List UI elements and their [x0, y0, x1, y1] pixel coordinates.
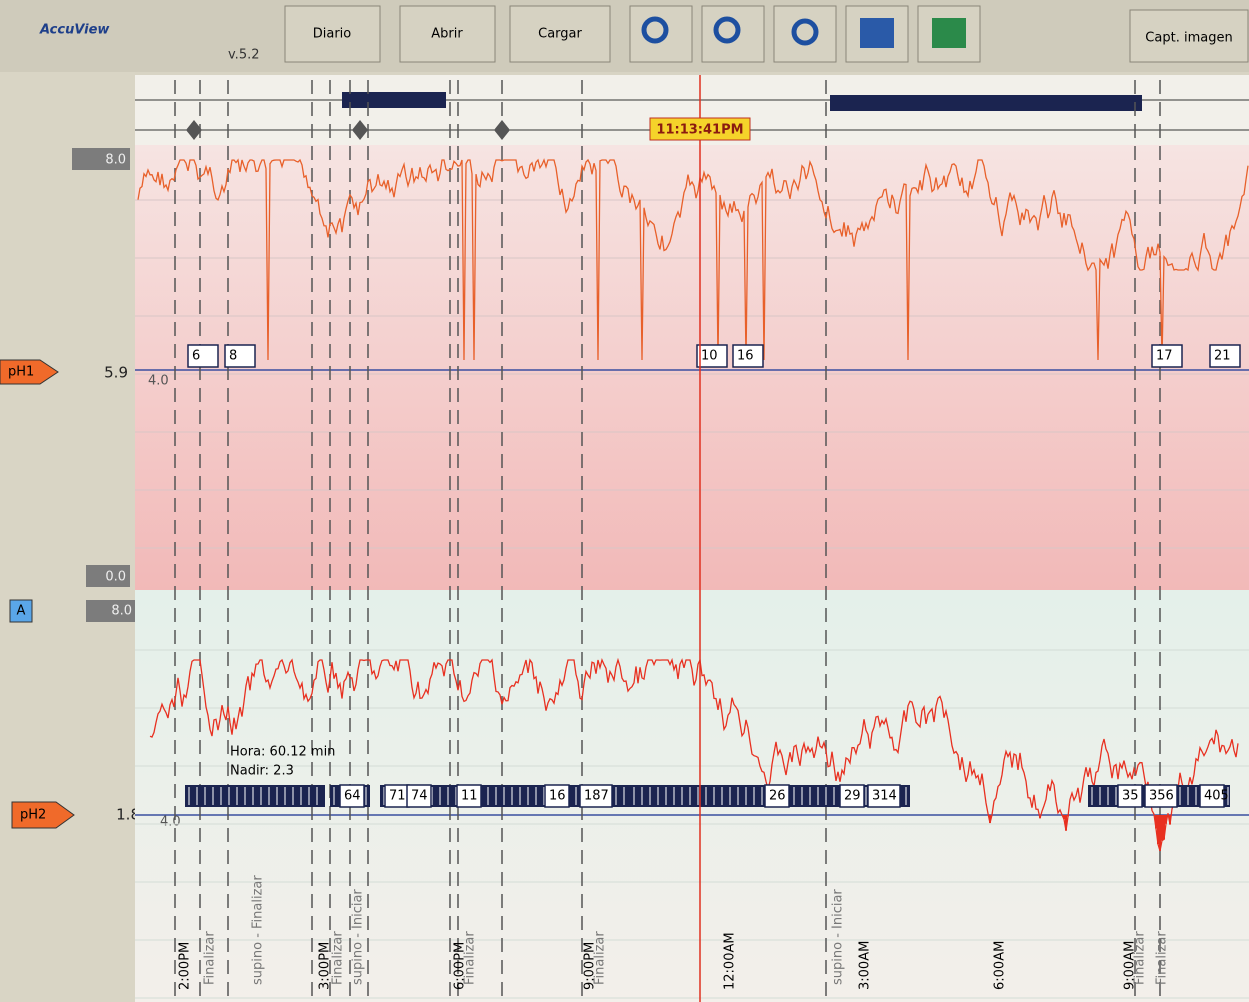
- time-label: 12:00AM: [723, 932, 738, 990]
- info: Nadir: 2.3: [230, 764, 294, 779]
- marker-label: Finalizar: [593, 931, 608, 985]
- threshold-label: 4.0: [160, 815, 181, 830]
- event-label: 21: [1214, 349, 1231, 364]
- event-label: 10: [701, 349, 718, 364]
- ph2-label: pH2: [20, 808, 46, 823]
- ph1-max: 8.0: [105, 153, 126, 168]
- button-label[interactable]: Cargar: [538, 27, 582, 42]
- ph1-current: 5.9: [104, 364, 128, 382]
- event-label: 35: [1122, 789, 1139, 804]
- event-label: 74: [411, 789, 428, 804]
- event-label: 29: [844, 789, 861, 804]
- event-label: 356: [1149, 789, 1174, 804]
- period-bar: [342, 92, 446, 108]
- button-label[interactable]: Abrir: [431, 27, 463, 42]
- event-label: 314: [872, 789, 897, 804]
- event-band: [185, 785, 325, 807]
- event-label: 11: [461, 789, 478, 804]
- zoom-in[interactable]: [630, 6, 692, 62]
- marker-label: Finalizar: [1155, 931, 1170, 985]
- screen: AccuView v.5.2 Diario Abrir Cargar Capt.…: [0, 0, 1249, 1002]
- time-label: 3:00AM: [858, 941, 873, 990]
- event-label: 71: [389, 789, 406, 804]
- marker-label: supino - Iniciar: [351, 889, 366, 985]
- button-label[interactable]: Diario: [313, 27, 352, 42]
- ph1-min: 0.0: [105, 570, 126, 585]
- event-label: 8: [229, 349, 237, 364]
- button-label[interactable]: Capt. imagen: [1145, 31, 1232, 46]
- event-label: 187: [584, 789, 609, 804]
- ph1-plot: [135, 145, 1249, 590]
- info: Hora: 60.12 min: [230, 745, 335, 760]
- marker-label: Finalizar: [331, 931, 346, 985]
- event-label: 405: [1204, 789, 1229, 804]
- marker-label: supino - Iniciar: [831, 889, 846, 985]
- event-label: 26: [769, 789, 786, 804]
- channel-label[interactable]: A: [17, 604, 26, 619]
- page: AccuView v.5.2 Diario Abrir Cargar Capt.…: [0, 0, 1249, 1002]
- event-label: 17: [1156, 349, 1173, 364]
- version: v.5.2: [228, 48, 260, 63]
- time-label: 6:00AM: [993, 941, 1008, 990]
- marker-label: Finalizar: [203, 931, 218, 985]
- toolbar: [0, 0, 1249, 72]
- event-label: 64: [344, 789, 361, 804]
- zoom-fit[interactable]: [774, 6, 836, 62]
- ph2-max: 8.0: [111, 604, 132, 619]
- marker-label: Finalizar: [1133, 931, 1148, 985]
- event-label: 16: [737, 349, 754, 364]
- event-label: 6: [192, 349, 200, 364]
- cursor-time: 11:13:41PM: [656, 123, 743, 138]
- zoom-out[interactable]: [702, 6, 764, 62]
- time-label: 2:00PM: [178, 942, 193, 990]
- event-label: 16: [549, 789, 566, 804]
- threshold-label: 4.0: [148, 374, 169, 389]
- marker-label: supino - Finalizar: [251, 875, 266, 985]
- marker-label: Finalizar: [463, 931, 478, 985]
- zoom-buttons: [630, 6, 980, 62]
- logo: AccuView: [39, 23, 110, 38]
- side-panel: [0, 72, 135, 1002]
- icon: [860, 18, 894, 48]
- period-bar: [830, 95, 1142, 111]
- ph1-label: pH1: [8, 365, 34, 380]
- icon: [932, 18, 966, 48]
